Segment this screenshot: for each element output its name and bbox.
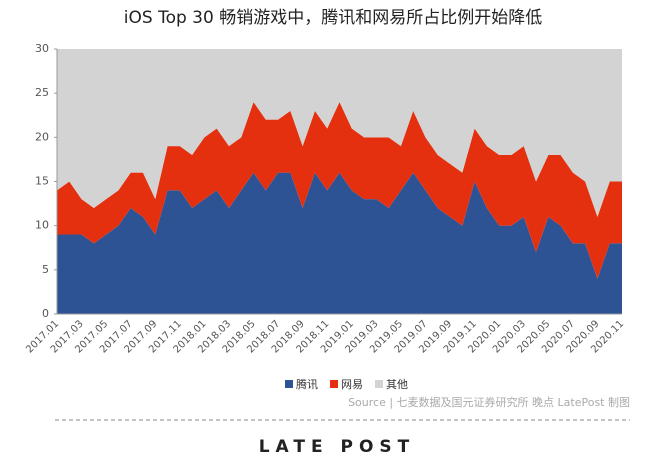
logo: LATE POST — [259, 437, 416, 457]
legend-swatch — [285, 380, 293, 388]
source-note: Source | 七麦数据及国元证券研究所 晚点 LatePost 制图 — [348, 395, 630, 409]
legend-label: 网易 — [341, 378, 363, 391]
area — [57, 49, 622, 217]
y-tick-label: 10 — [35, 219, 49, 232]
y-tick-label: 20 — [35, 130, 49, 143]
legend-swatch — [375, 380, 383, 388]
y-tick-label: 30 — [35, 42, 49, 55]
legend-label: 其他 — [386, 378, 408, 391]
chart-title: iOS Top 30 畅销游戏中，腾讯和网易所占比例开始降低 — [124, 8, 542, 28]
y-tick-label: 15 — [35, 175, 49, 188]
area — [57, 102, 622, 279]
y-tick-label: 0 — [42, 307, 49, 320]
area — [57, 172, 622, 314]
y-tick-label: 5 — [42, 263, 49, 276]
legend-swatch — [330, 380, 338, 388]
legend-label: 腾讯 — [296, 377, 318, 391]
y-tick-label: 25 — [35, 86, 49, 99]
